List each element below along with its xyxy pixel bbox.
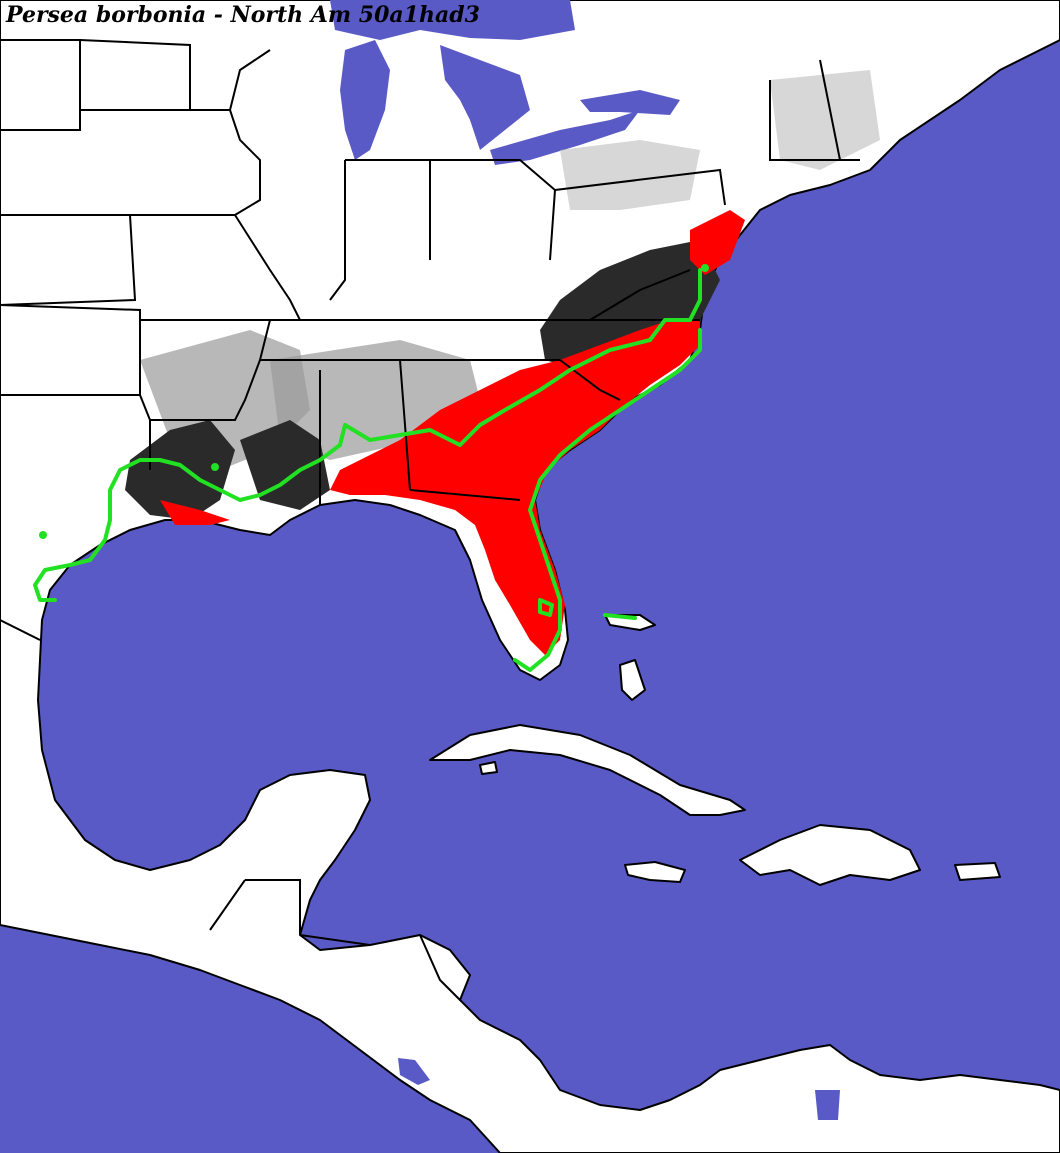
predicted-low [240,420,330,510]
range-point [701,264,709,272]
predicted-low [125,420,235,520]
hispaniola [739,824,921,886]
puerto-rico [954,862,1001,881]
jamaica [624,861,686,883]
lake-ontario [580,90,680,115]
range-outline [513,328,702,672]
predicted-high [330,320,700,655]
lake-erie [490,110,640,165]
range-outline [33,268,702,602]
isle-of-youth [479,761,498,775]
cuba [429,724,746,816]
map-title: Persea borbonia - North Am 50a1had3 [6,2,480,28]
elevation-shading [770,70,880,170]
yucatan-lake [398,1058,430,1085]
predicted-high [160,500,230,525]
lake-michigan [340,40,390,160]
elevation-shading [560,140,700,210]
lake-superior [330,0,575,40]
bahamas-island [604,614,656,631]
range-outline [538,598,554,617]
range-point [39,531,47,539]
maracaibo-lake [815,1090,840,1120]
range-point [211,463,219,471]
bahamas-island [619,659,646,701]
range-outline [603,613,637,620]
lake-huron [440,45,530,150]
predicted-low [540,240,720,370]
predicted-high [690,210,745,275]
